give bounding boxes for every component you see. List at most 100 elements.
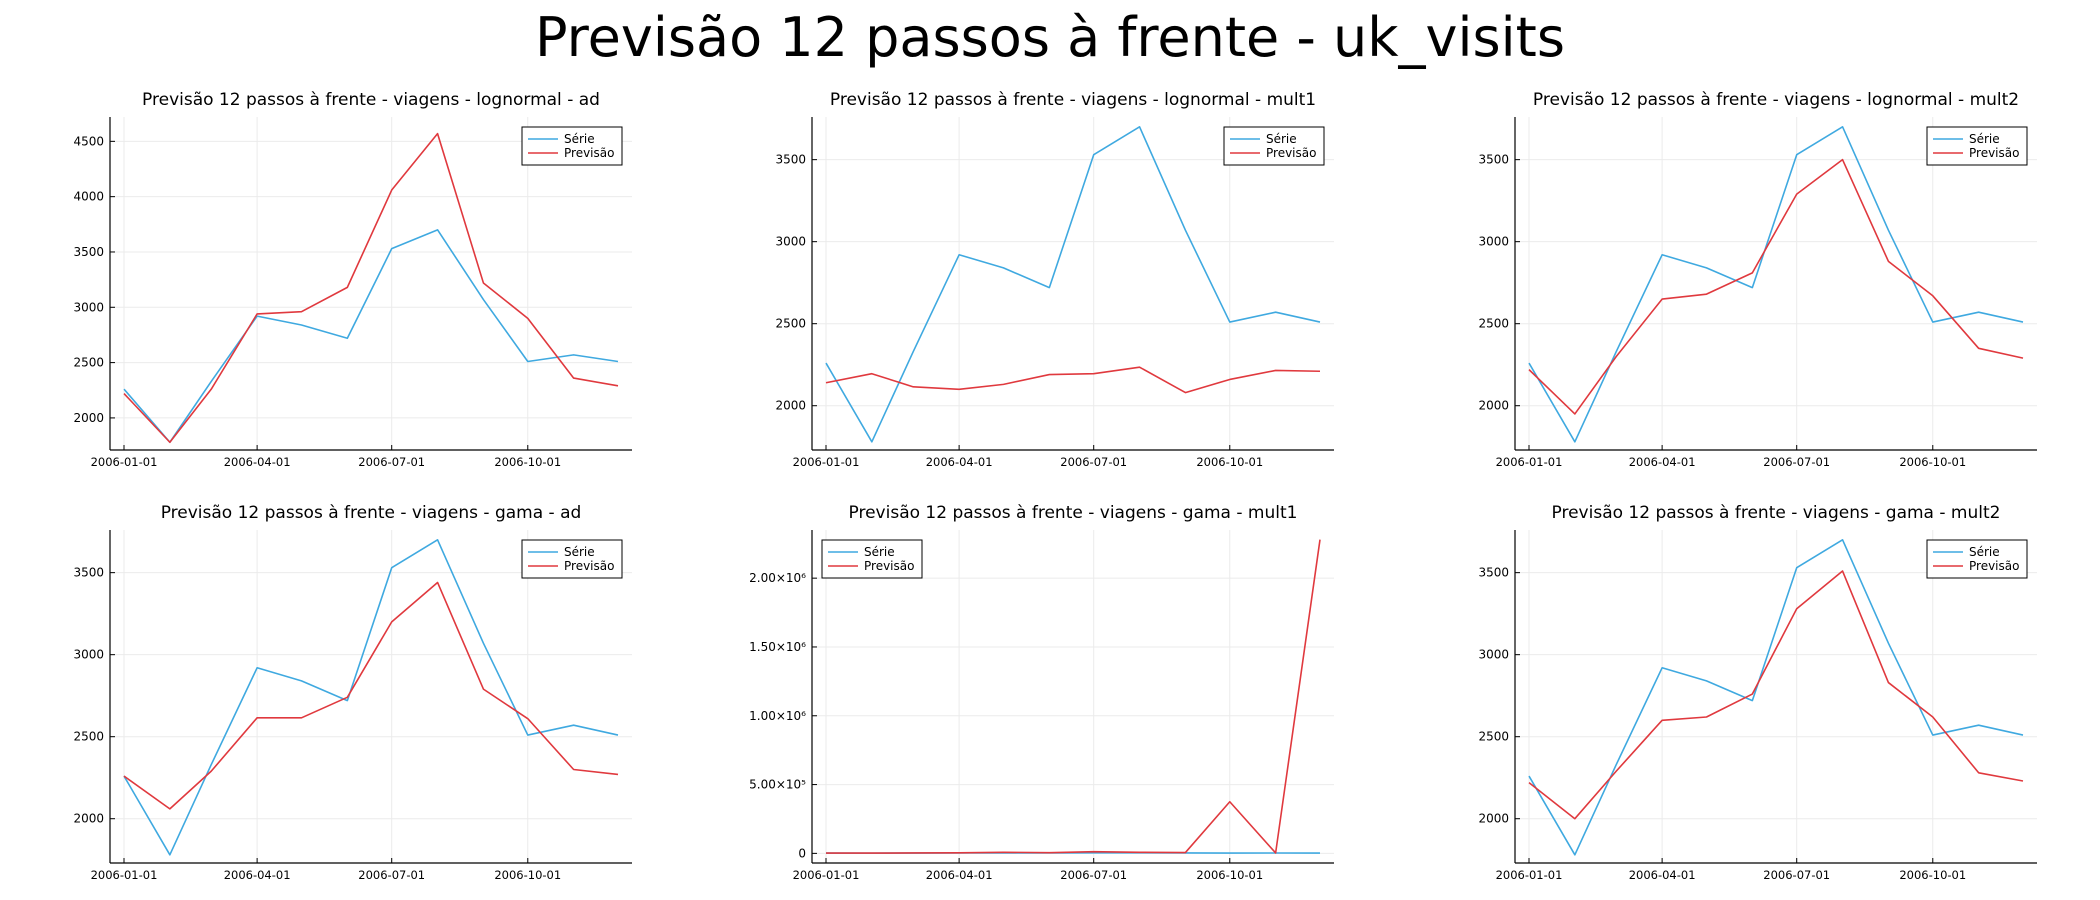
y-tick-label: 3500: [73, 245, 104, 259]
legend-box: [1223, 126, 1325, 166]
legend-label: Previsão: [864, 559, 914, 573]
legend-box: [521, 539, 623, 579]
y-tick-label: 0: [798, 846, 806, 860]
subplot-6: 2000 2500 3000 3500 2006-01-01 2006-04-01 2006…: [1478, 503, 2037, 882]
legend-label: Previsão: [564, 559, 614, 573]
y-tick-label: 5.00×10⁵: [749, 778, 806, 792]
legend-label: Previsão: [1969, 559, 2019, 573]
legend-box: [1926, 126, 2028, 166]
y-tick-label: 2000: [73, 411, 104, 425]
x-tick-label: 2006-01-01: [793, 868, 860, 882]
x-tick-label: 2006-01-01: [1496, 455, 1563, 469]
y-tick-label: 3500: [1478, 566, 1509, 580]
subplot-5: 0 5.00×10⁵ 1.00×10⁶ 1.50×10⁶ 2.00×10⁶ 2006-01…: [749, 503, 1334, 882]
y-tick-label: 2000: [73, 812, 104, 826]
y-tick-label: 2000: [775, 399, 806, 413]
legend-label: Previsão: [1266, 146, 1316, 160]
y-tick-label: 3000: [73, 648, 104, 662]
x-tick-label: 2006-04-01: [1629, 868, 1696, 882]
legend-label: Previsão: [1969, 146, 2019, 160]
series-line-previsao: [123, 581, 619, 810]
subplot-title: Previsão 12 passos à frente - viagens - …: [161, 503, 582, 523]
series-line-serie: [123, 229, 619, 444]
series-line-serie: [1528, 539, 2024, 856]
legend-label: Previsão: [564, 146, 614, 160]
y-tick-label: 3000: [73, 300, 104, 314]
legend-label: Série: [864, 545, 895, 559]
x-tick-label: 2006-10-01: [1196, 868, 1263, 882]
y-tick-label: 4000: [73, 190, 104, 204]
x-tick-label: 2006-07-01: [1763, 868, 1830, 882]
legend-label: Série: [1969, 545, 2000, 559]
x-tick-label: 2006-04-01: [926, 455, 993, 469]
y-tick-label: 3500: [73, 566, 104, 580]
y-tick-label: 2000: [1478, 812, 1509, 826]
figure-title: Previsão 12 passos à frente - uk_visits: [535, 6, 1565, 69]
x-tick-label: 2006-10-01: [1899, 455, 1966, 469]
y-tick-label: 1.50×10⁶: [749, 640, 806, 654]
x-tick-label: 2006-07-01: [1060, 455, 1127, 469]
y-tick-label: 2500: [73, 730, 104, 744]
legend-label: Série: [564, 132, 595, 146]
subplot-title: Previsão 12 passos à frente - viagens - …: [849, 503, 1298, 523]
y-tick-label: 2500: [73, 356, 104, 370]
legend-box: [521, 126, 623, 166]
subplot-4: 2000 2500 3000 3500 2006-01-01 2006-04-01 2006…: [73, 503, 632, 882]
x-tick-label: 2006-01-01: [91, 455, 158, 469]
series-line-previsao: [1528, 570, 2024, 820]
y-tick-label: 4500: [73, 134, 104, 148]
subplot-1: 2000 2500 3000 3500 4000 4500 2006-01-01 2006-0…: [73, 90, 632, 469]
y-tick-label: 3500: [1478, 153, 1509, 167]
subplot-3: 2000 2500 3000 3500 2006-01-01 2006-04-01 2006…: [1478, 90, 2037, 469]
legend-label: Série: [564, 545, 595, 559]
y-tick-label: 3000: [1478, 648, 1509, 662]
subplot-title: Previsão 12 passos à frente - viagens - …: [830, 90, 1316, 110]
x-tick-label: 2006-10-01: [1899, 868, 1966, 882]
series-line-previsao: [825, 366, 1321, 394]
x-tick-label: 2006-07-01: [358, 455, 425, 469]
subplot-title: Previsão 12 passos à frente - viagens - …: [1533, 90, 2019, 110]
series-line-serie: [825, 126, 1321, 443]
y-tick-label: 3000: [775, 235, 806, 249]
series-line-previsao: [123, 132, 619, 444]
series-line-previsao: [825, 539, 1321, 854]
legend-label: Série: [1969, 132, 2000, 146]
x-tick-label: 2006-01-01: [1496, 868, 1563, 882]
y-tick-label: 3500: [775, 153, 806, 167]
y-tick-label: 1.00×10⁶: [749, 709, 806, 723]
series-line-previsao: [1528, 158, 2024, 415]
x-tick-label: 2006-01-01: [91, 868, 158, 882]
y-tick-label: 2500: [1478, 317, 1509, 331]
y-tick-label: 2500: [775, 317, 806, 331]
x-tick-label: 2006-10-01: [494, 868, 561, 882]
x-tick-label: 2006-10-01: [1196, 455, 1263, 469]
legend-box: [1926, 539, 2028, 579]
series-line-serie: [123, 539, 619, 856]
x-tick-label: 2006-01-01: [793, 455, 860, 469]
subplot-title: Previsão 12 passos à frente - viagens - …: [142, 90, 600, 110]
x-tick-label: 2006-04-01: [224, 455, 291, 469]
legend-label: Série: [1266, 132, 1297, 146]
x-tick-label: 2006-07-01: [1763, 455, 1830, 469]
subplot-title: Previsão 12 passos à frente - viagens - …: [1552, 503, 2001, 523]
subplot-2: 2000 2500 3000 3500 2006-01-01 2006-04-01 2006…: [775, 90, 1334, 469]
y-tick-label: 2.00×10⁶: [749, 571, 806, 585]
x-tick-label: 2006-04-01: [1629, 455, 1696, 469]
y-tick-label: 2500: [1478, 730, 1509, 744]
legend-box: [821, 539, 923, 579]
x-tick-label: 2006-10-01: [494, 455, 561, 469]
series-line-serie: [1528, 126, 2024, 443]
x-tick-label: 2006-04-01: [224, 868, 291, 882]
y-tick-label: 3000: [1478, 235, 1509, 249]
x-tick-label: 2006-04-01: [926, 868, 993, 882]
x-tick-label: 2006-07-01: [1060, 868, 1127, 882]
x-tick-label: 2006-07-01: [358, 868, 425, 882]
y-tick-label: 2000: [1478, 399, 1509, 413]
